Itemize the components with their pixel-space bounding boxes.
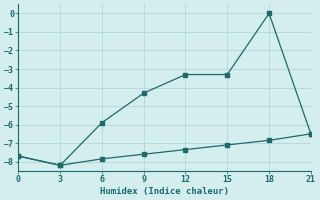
X-axis label: Humidex (Indice chaleur): Humidex (Indice chaleur)	[100, 187, 229, 196]
